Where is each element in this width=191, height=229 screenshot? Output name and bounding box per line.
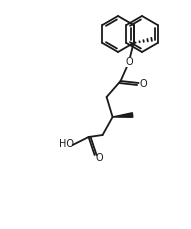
Text: O: O <box>140 79 147 89</box>
Polygon shape <box>112 113 133 117</box>
Text: HO: HO <box>59 139 74 149</box>
Text: O: O <box>96 153 103 163</box>
Text: O: O <box>126 57 133 67</box>
